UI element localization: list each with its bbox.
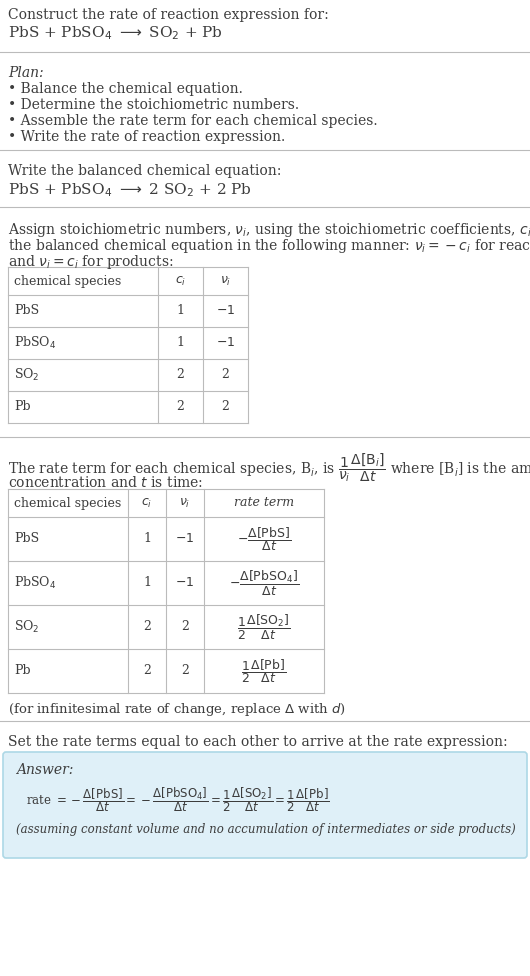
Text: $-1$: $-1$ [175, 577, 195, 590]
Text: PbSO$_4$: PbSO$_4$ [14, 575, 56, 591]
Text: chemical species: chemical species [14, 497, 121, 509]
FancyBboxPatch shape [3, 752, 527, 858]
Text: rate term: rate term [234, 497, 294, 509]
Text: 2: 2 [176, 369, 184, 382]
Text: $c_i$: $c_i$ [175, 274, 186, 288]
Text: $-1$: $-1$ [216, 337, 235, 349]
Text: $c_i$: $c_i$ [142, 497, 153, 509]
Text: Plan:: Plan: [8, 66, 43, 80]
Text: 1: 1 [176, 305, 184, 317]
Text: SO$_2$: SO$_2$ [14, 367, 40, 383]
Text: concentration and $t$ is time:: concentration and $t$ is time: [8, 475, 203, 490]
Text: $-\dfrac{\Delta[\mathrm{PbSO_4}]}{\Delta t}$: $-\dfrac{\Delta[\mathrm{PbSO_4}]}{\Delta… [229, 568, 299, 597]
Text: $\dfrac{1}{2}\dfrac{\Delta[\mathrm{Pb}]}{\Delta t}$: $\dfrac{1}{2}\dfrac{\Delta[\mathrm{Pb}]}… [241, 657, 287, 685]
Text: Construct the rate of reaction expression for:: Construct the rate of reaction expressio… [8, 8, 329, 22]
Text: the balanced chemical equation in the following manner: $\nu_i = -c_i$ for react: the balanced chemical equation in the fo… [8, 237, 530, 255]
Text: Set the rate terms equal to each other to arrive at the rate expression:: Set the rate terms equal to each other t… [8, 735, 508, 749]
Text: 1: 1 [143, 577, 151, 590]
Text: chemical species: chemical species [14, 274, 121, 288]
Text: PbSO$_4$: PbSO$_4$ [14, 335, 56, 351]
Text: $-1$: $-1$ [216, 305, 235, 317]
Text: 2: 2 [222, 400, 229, 414]
Text: PbS + PbSO$_4$ $\longrightarrow$ SO$_2$ + Pb: PbS + PbSO$_4$ $\longrightarrow$ SO$_2$ … [8, 24, 223, 42]
Text: $\nu_i$: $\nu_i$ [220, 274, 231, 288]
Text: 2: 2 [222, 369, 229, 382]
Text: 1: 1 [176, 337, 184, 349]
Text: • Balance the chemical equation.: • Balance the chemical equation. [8, 82, 243, 96]
Text: 2: 2 [143, 665, 151, 677]
Text: $-1$: $-1$ [175, 533, 195, 546]
Text: (assuming constant volume and no accumulation of intermediates or side products): (assuming constant volume and no accumul… [16, 823, 516, 836]
Text: • Assemble the rate term for each chemical species.: • Assemble the rate term for each chemic… [8, 114, 377, 128]
Text: $-\dfrac{\Delta[\mathrm{PbS}]}{\Delta t}$: $-\dfrac{\Delta[\mathrm{PbS}]}{\Delta t}… [237, 525, 291, 553]
Text: $\dfrac{1}{2}\dfrac{\Delta[\mathrm{SO_2}]}{\Delta t}$: $\dfrac{1}{2}\dfrac{\Delta[\mathrm{SO_2}… [237, 613, 291, 641]
Text: The rate term for each chemical species, B$_i$, is $\dfrac{1}{\nu_i}\dfrac{\Delt: The rate term for each chemical species,… [8, 451, 530, 484]
Text: 2: 2 [176, 400, 184, 414]
Text: Answer:: Answer: [16, 763, 73, 777]
Text: Write the balanced chemical equation:: Write the balanced chemical equation: [8, 164, 281, 178]
Text: SO$_2$: SO$_2$ [14, 619, 40, 635]
Text: PbS: PbS [14, 305, 39, 317]
Text: 2: 2 [143, 621, 151, 633]
Text: 2: 2 [181, 621, 189, 633]
Text: Pb: Pb [14, 665, 31, 677]
Text: 1: 1 [143, 533, 151, 546]
Text: PbS + PbSO$_4$ $\longrightarrow$ 2 SO$_2$ + 2 Pb: PbS + PbSO$_4$ $\longrightarrow$ 2 SO$_2… [8, 181, 252, 199]
Text: • Write the rate of reaction expression.: • Write the rate of reaction expression. [8, 130, 285, 144]
Text: 2: 2 [181, 665, 189, 677]
Text: rate $= -\dfrac{\Delta[\mathrm{PbS}]}{\Delta t} = -\dfrac{\Delta[\mathrm{PbSO_4}: rate $= -\dfrac{\Delta[\mathrm{PbS}]}{\D… [26, 785, 330, 814]
Text: Pb: Pb [14, 400, 31, 414]
Text: Assign stoichiometric numbers, $\nu_i$, using the stoichiometric coefficients, $: Assign stoichiometric numbers, $\nu_i$, … [8, 221, 530, 239]
Text: $\nu_i$: $\nu_i$ [179, 497, 191, 509]
Text: (for infinitesimal rate of change, replace $\Delta$ with $d$): (for infinitesimal rate of change, repla… [8, 701, 346, 718]
Text: and $\nu_i = c_i$ for products:: and $\nu_i = c_i$ for products: [8, 253, 173, 271]
Text: PbS: PbS [14, 533, 39, 546]
Text: • Determine the stoichiometric numbers.: • Determine the stoichiometric numbers. [8, 98, 299, 112]
